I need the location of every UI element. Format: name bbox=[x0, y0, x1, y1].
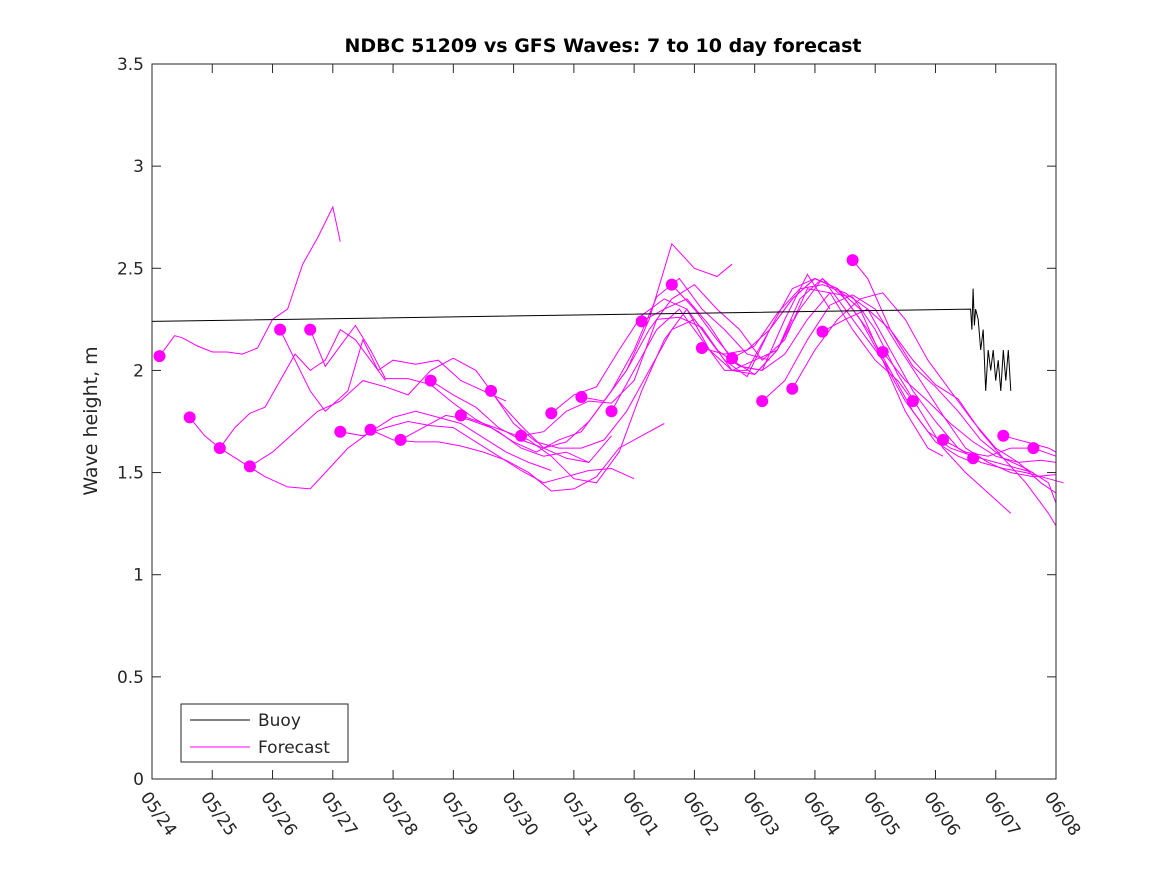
forecast-line-2 bbox=[159, 205, 341, 357]
forecast-point-22 bbox=[816, 325, 829, 338]
forecast-point-21 bbox=[786, 382, 799, 395]
forecast-point-20 bbox=[756, 395, 769, 408]
forecast-point-1 bbox=[183, 411, 196, 424]
forecast-line-8 bbox=[340, 420, 635, 484]
forecast-point-26 bbox=[937, 433, 949, 446]
forecast-point-10 bbox=[454, 409, 467, 422]
plot-frame bbox=[151, 63, 1057, 780]
y-tick-label-1: 0.5 bbox=[117, 668, 144, 688]
forecast-point-19 bbox=[726, 352, 739, 365]
legend-forecast-label: Forecast bbox=[258, 738, 330, 758]
forecast-point-13 bbox=[545, 407, 558, 420]
forecast-point-6 bbox=[334, 425, 347, 438]
forecast-point-0 bbox=[153, 350, 166, 363]
legend-box bbox=[180, 703, 349, 763]
forecast-point-3 bbox=[243, 460, 256, 473]
forecast-point-8 bbox=[394, 433, 407, 446]
forecast-point-28 bbox=[997, 429, 1010, 442]
y-tick-label-3: 1.5 bbox=[117, 464, 144, 484]
forecast-point-14 bbox=[575, 391, 588, 403]
plot-area bbox=[152, 64, 1056, 779]
chart-title: NDBC 51209 vs GFS Waves: 7 to 10 day for… bbox=[344, 35, 861, 57]
y-tick-label-2: 1 bbox=[133, 566, 144, 586]
forecast-line-14 bbox=[521, 277, 854, 437]
forecast-point-27 bbox=[967, 452, 980, 465]
forecast-line-5 bbox=[249, 357, 589, 467]
forecast-point-29 bbox=[1027, 442, 1040, 455]
forecast-point-12 bbox=[515, 429, 528, 442]
y-tick-label-4: 2 bbox=[133, 361, 144, 381]
y-tick-label-5: 2.5 bbox=[117, 259, 144, 279]
series-layer bbox=[151, 205, 1064, 526]
forecast-line-26 bbox=[882, 351, 1057, 463]
forecast-line-25 bbox=[852, 259, 1057, 526]
forecast-point-5 bbox=[304, 323, 317, 336]
y-axis-label: Wave height, m bbox=[80, 346, 102, 495]
forecast-line-9 bbox=[370, 423, 665, 492]
forecast-line-16 bbox=[581, 283, 914, 402]
forecast-line-13 bbox=[490, 273, 831, 449]
forecast-point-9 bbox=[424, 374, 437, 387]
legend-buoy-label: Buoy bbox=[258, 711, 301, 731]
legend: Buoy Forecast bbox=[180, 703, 349, 763]
forecast-point-7 bbox=[364, 423, 377, 436]
y-tick-label-0: 0 bbox=[133, 770, 144, 790]
forecast-point-11 bbox=[485, 384, 497, 397]
forecast-point-15 bbox=[605, 405, 618, 418]
y-tick-label-7: 3.5 bbox=[117, 55, 144, 75]
forecast-point-24 bbox=[876, 346, 889, 358]
forecast-point-23 bbox=[846, 254, 859, 267]
forecast-line-7 bbox=[309, 324, 612, 464]
y-tick-label-6: 3 bbox=[133, 157, 144, 177]
forecast-line-4 bbox=[219, 410, 552, 490]
forecast-point-4 bbox=[274, 323, 287, 336]
forecast-point-16 bbox=[635, 315, 648, 328]
forecast-line-6 bbox=[279, 329, 507, 413]
forecast-line-22 bbox=[761, 294, 1057, 478]
forecast-point-2 bbox=[213, 442, 226, 455]
forecast-point-25 bbox=[906, 395, 919, 408]
forecast-point-17 bbox=[665, 278, 678, 291]
forecast-point-18 bbox=[695, 342, 708, 354]
buoy-line bbox=[151, 288, 1012, 391]
forecast-line-11 bbox=[430, 277, 770, 449]
